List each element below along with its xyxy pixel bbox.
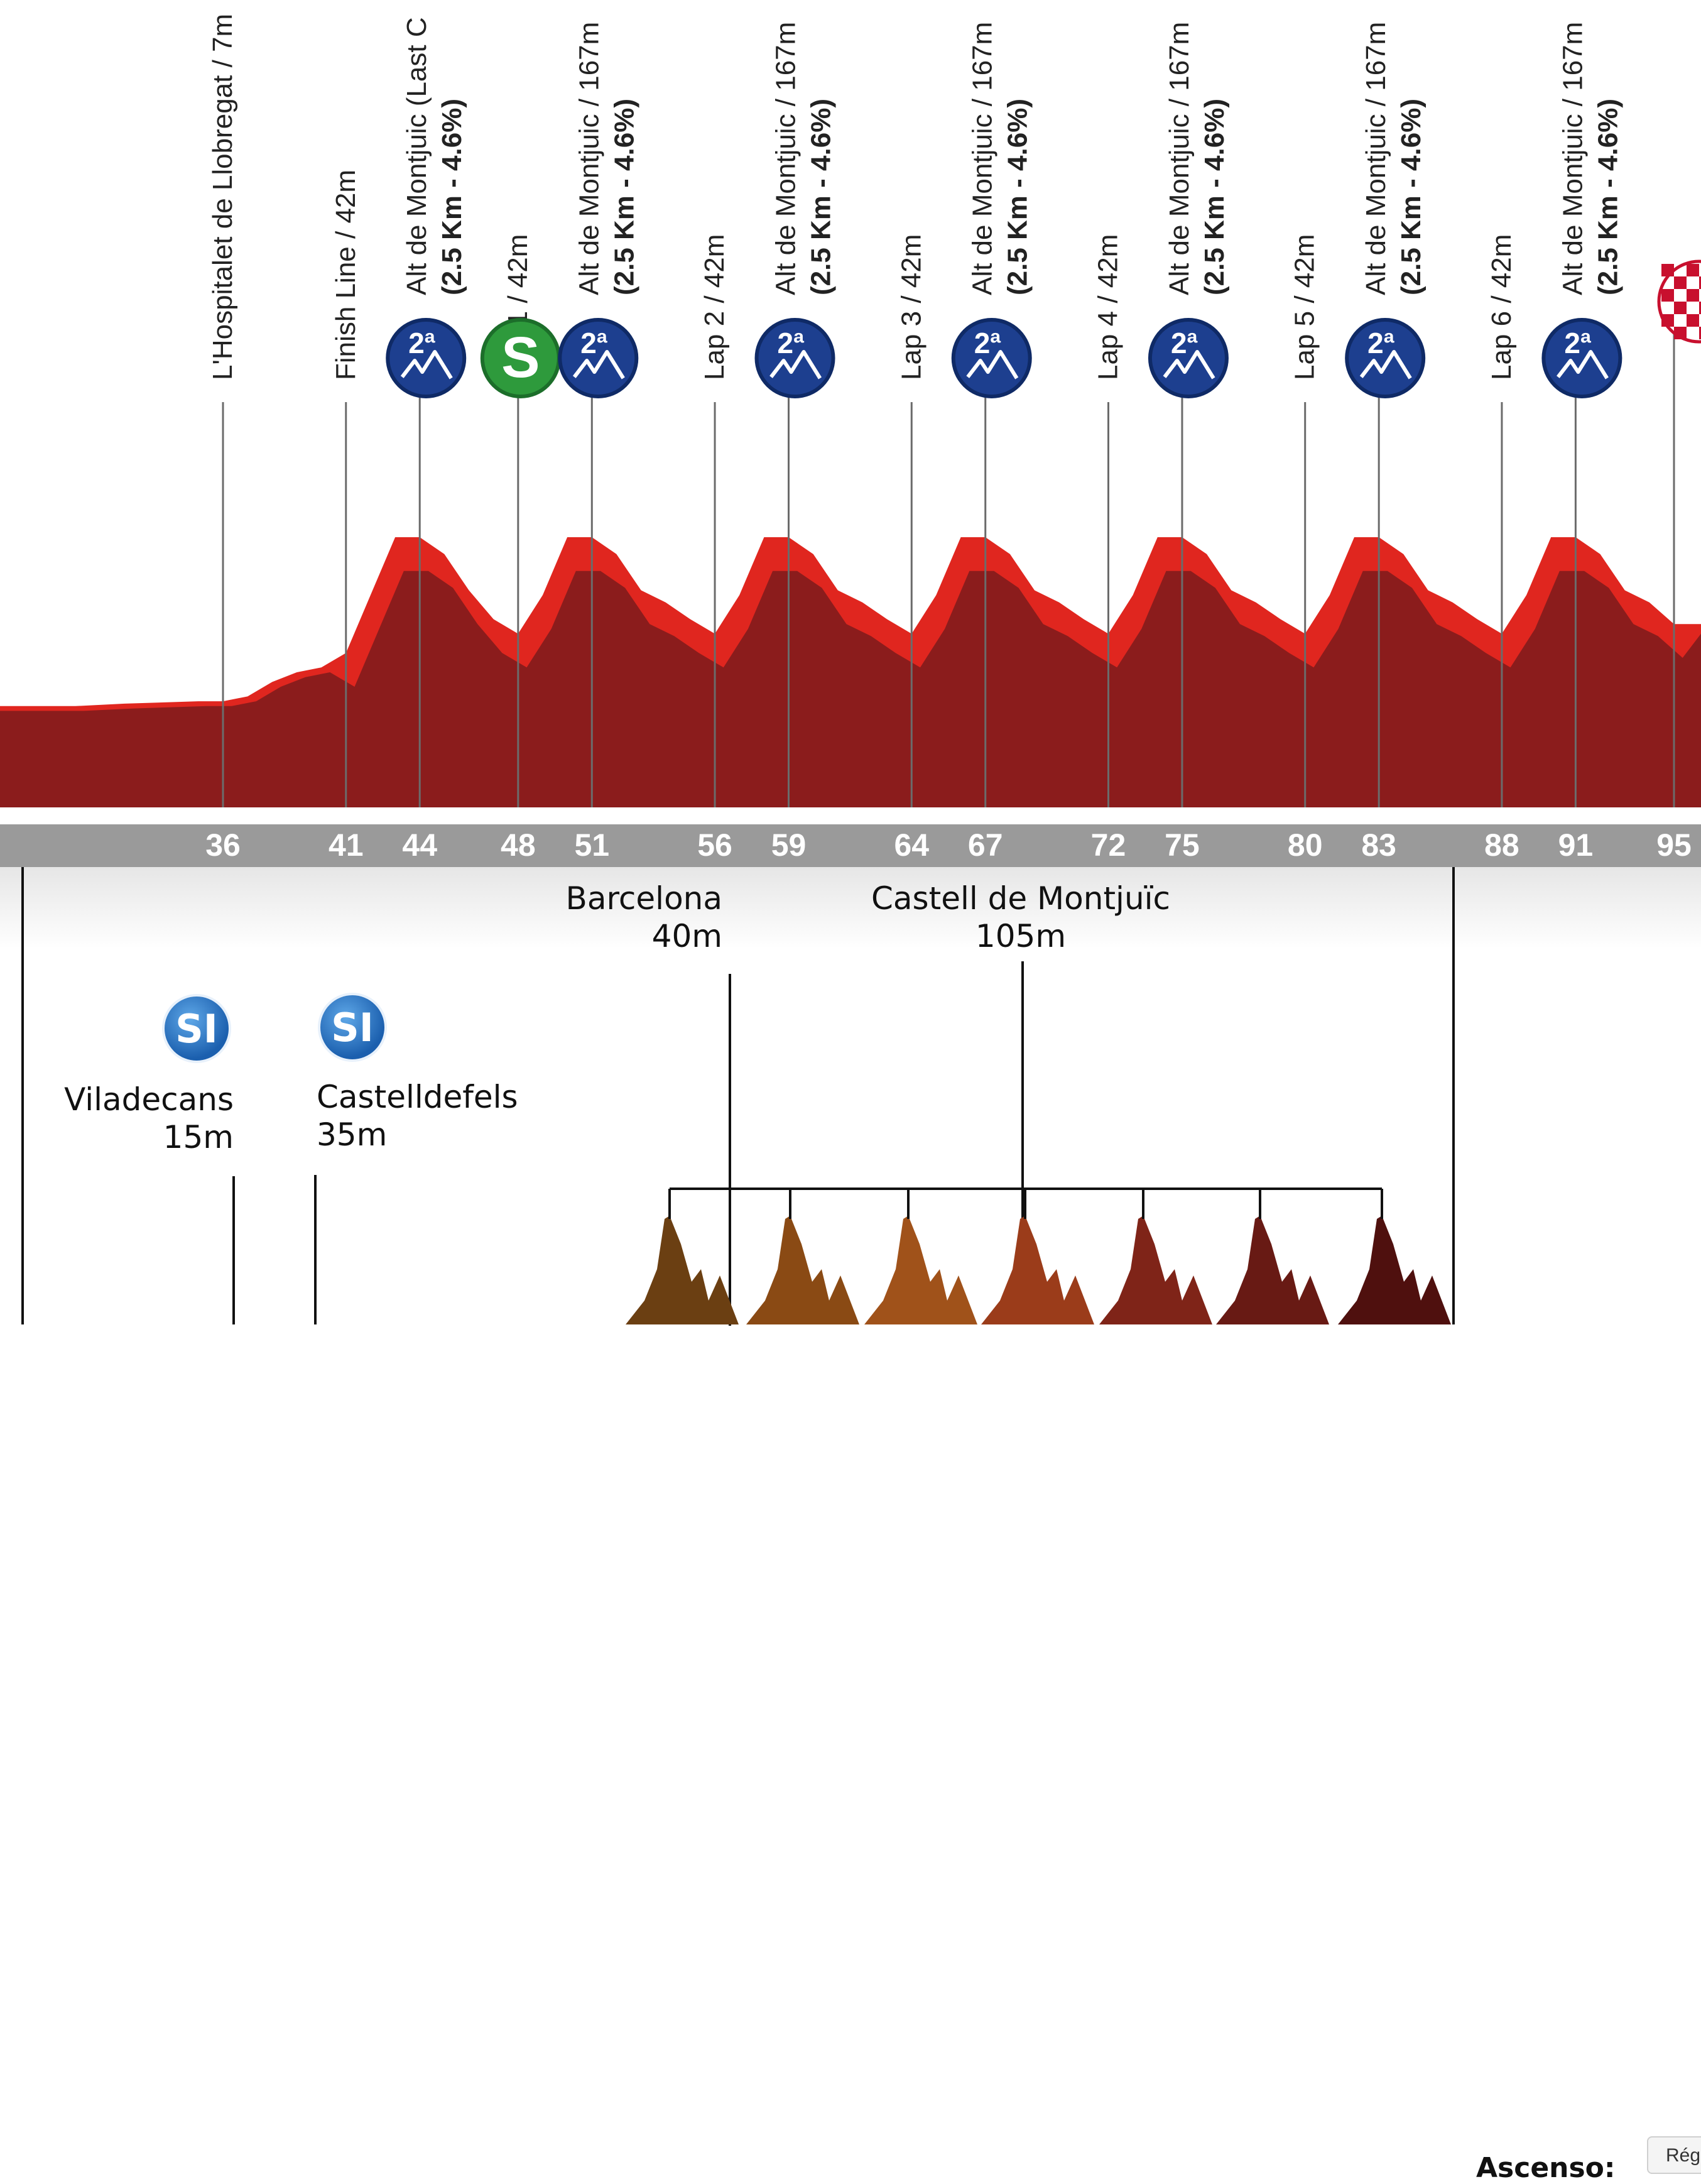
km-tick-label: 72 — [1091, 827, 1126, 863]
km-tick-label: 51 — [574, 827, 609, 863]
place-castelldefels-alt: 35m — [317, 1117, 388, 1153]
mini-lap-peak — [746, 1216, 859, 1324]
annotation-label: Lap 2 / 42m — [699, 234, 730, 380]
stage-profile-chart: 36 41 44 48 51 56 59 64 67 72 75 80 83 88 91 95 L'Hospi… — [0, 0, 1701, 867]
place-barcelona-name: Barcelona — [565, 880, 722, 917]
annotation-sublabel: (2.5 Km - 4.6%) — [1396, 99, 1427, 295]
viladecans-pointer-line — [232, 1176, 235, 1324]
km-tick-label: 41 — [329, 827, 364, 863]
annotation-sublabel: (2.5 Km - 4.6%) — [437, 99, 467, 295]
km-tick-label: 95 — [1656, 827, 1692, 863]
annotation-label: Alt de Montjuic / 167m — [967, 22, 998, 295]
annotation-sublabel: (2.5 Km - 4.6%) — [806, 99, 837, 295]
marker-lines — [222, 333, 1675, 807]
svg-text:S: S — [501, 325, 540, 390]
climb-category-icon: 2ª — [1541, 318, 1622, 398]
place-montjuic-alt: 105m — [975, 918, 1067, 954]
annotation-sublabel: (2.5 Km - 4.6%) — [609, 99, 639, 295]
svg-text:2ª: 2ª — [580, 327, 608, 359]
place-viladecans: Viladecans 15m — [38, 1081, 234, 1156]
svg-text:2ª: 2ª — [1564, 327, 1592, 359]
km-tick-label: 91 — [1558, 827, 1594, 863]
place-montjuic: Castell de Montjuïc 105m — [842, 880, 1200, 955]
climb-category-icon: 2ª — [386, 318, 467, 398]
place-viladecans-alt: 15m — [163, 1119, 234, 1155]
annotation-label: L'Hospitalet de Llobregat / 7m — [207, 14, 238, 380]
annotation-sublabel: (2.5 Km - 4.6%) — [1003, 99, 1033, 295]
ascenso-label: Ascenso: — [1476, 2152, 1616, 2184]
frame-left-line — [21, 867, 24, 1324]
sprint-icon: S — [480, 318, 561, 398]
annotation-label: Alt de Montjuic / 167m — [1164, 22, 1195, 295]
annotation-label: Finish Line / 42m — [330, 170, 361, 380]
svg-text:2ª: 2ª — [778, 327, 805, 359]
km-tick-label: 75 — [1165, 827, 1200, 863]
km-tick-label: 44 — [402, 827, 437, 863]
km-tick-label: 56 — [697, 827, 732, 863]
castelldefels-pointer-line — [314, 1175, 317, 1324]
annotation-sublabel: (2.5 Km - 4.6%) — [1592, 99, 1623, 295]
annotation-label: Lap 4 / 42m — [1092, 234, 1123, 380]
annotation-badges: 2ª S 2ª 2ª 2ª 2ª 2ª 2ª — [386, 259, 1701, 398]
annotation-sublabel: (2.5 Km - 4.6%) — [1199, 99, 1230, 295]
mini-lap-peak — [1338, 1216, 1451, 1324]
place-viladecans-name: Viladecans — [64, 1081, 234, 1118]
climb-category-icon: 2ª — [1148, 318, 1229, 398]
place-barcelona-alt: 40m — [651, 918, 722, 954]
place-barcelona: Barcelona 40m — [540, 880, 722, 955]
place-castelldefels: Castelldefels 35m — [317, 1078, 518, 1154]
place-montjuic-name: Castell de Montjuïc — [871, 880, 1171, 917]
elevation-area — [0, 537, 1701, 807]
frame-right-line — [1452, 867, 1455, 1324]
km-tick-label: 67 — [968, 827, 1003, 863]
annotation-labels: L'Hospitalet de Llobregat / 7m Finish Lin… — [207, 14, 1623, 380]
km-tick-labels: 36 41 44 48 51 56 59 64 67 72 75 80 83 88 91 95 — [205, 827, 1692, 863]
lap-bracket — [668, 1188, 1383, 1219]
mini-lap-peak — [981, 1216, 1094, 1324]
mini-lap-peaks — [626, 1216, 1451, 1324]
km-tick-label: 80 — [1288, 827, 1323, 863]
mini-lap-peak — [1216, 1216, 1329, 1324]
annotation-label: Alt de Montjuic / 167m — [573, 22, 604, 295]
mini-lap-peak — [1099, 1216, 1212, 1324]
annotation-label: Alt de Montjuic / 167m — [1557, 22, 1588, 295]
elevation-area-dark — [0, 571, 1701, 807]
annotation-label: Lap 3 / 42m — [896, 234, 927, 380]
annotation-label: Alt de Montjuic (Last C — [401, 17, 432, 295]
climb-category-icon: 2ª — [951, 318, 1032, 398]
svg-text:2ª: 2ª — [1367, 327, 1395, 359]
climb-category-icon: 2ª — [1345, 318, 1426, 398]
barcelona-pointer-line — [729, 974, 731, 1326]
si-badge-icon: SI — [318, 993, 387, 1062]
svg-text:2ª: 2ª — [974, 327, 1002, 359]
mini-profile — [626, 1188, 1451, 1324]
km-tick-label: 83 — [1361, 827, 1396, 863]
annotation-label: Lap 6 / 42m — [1486, 234, 1517, 380]
elevation-chart-svg: 36 41 44 48 51 56 59 64 67 72 75 80 83 88 91 95 L'Hospi… — [0, 14, 1701, 867]
km-tick-label: 36 — [205, 827, 241, 863]
svg-text:2ª: 2ª — [408, 327, 436, 359]
km-axis-band — [0, 824, 1701, 867]
climb-category-icon: 2ª — [558, 318, 639, 398]
place-castelldefels-name: Castelldefels — [317, 1079, 518, 1115]
annotation-label: Alt de Montjuic / 167m — [1361, 22, 1391, 295]
finish-flag-icon — [1657, 259, 1701, 344]
mini-lap-peak — [626, 1216, 739, 1324]
km-tick-label: 48 — [501, 827, 536, 863]
km-tick-label: 59 — [771, 827, 807, 863]
km-tick-label: 64 — [894, 827, 929, 863]
settings-button[interactable]: Régl — [1647, 2136, 1701, 2174]
km-axis-band-rect — [0, 824, 1701, 867]
annotation-label: Lap 5 / 42m — [1290, 234, 1320, 380]
si-badge-icon: SI — [162, 994, 231, 1063]
montjuic-pointer-line — [1021, 961, 1024, 1288]
overview-panel: Barcelona 40m Castell de Montjuïc 105m S… — [0, 867, 1701, 2184]
km-tick-label: 88 — [1484, 827, 1519, 863]
climb-category-icon: 2ª — [754, 318, 835, 398]
mini-lap-peak — [864, 1216, 977, 1324]
annotation-label: Alt de Montjuic / 167m — [771, 22, 802, 295]
svg-text:2ª: 2ª — [1171, 327, 1198, 359]
